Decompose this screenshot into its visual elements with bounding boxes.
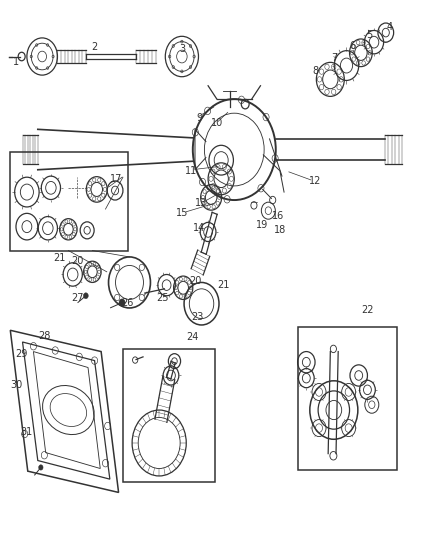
Text: 15: 15	[176, 208, 188, 219]
Text: 23: 23	[191, 312, 203, 322]
Text: 24: 24	[187, 332, 199, 342]
Text: 29: 29	[15, 349, 28, 359]
Circle shape	[119, 299, 125, 306]
Text: 31: 31	[21, 427, 33, 438]
Bar	[11, 152, 128, 251]
Text: 16: 16	[272, 211, 284, 221]
Text: 12: 12	[309, 176, 321, 187]
Text: 3: 3	[179, 44, 185, 53]
Text: 18: 18	[274, 225, 286, 236]
Text: 8: 8	[312, 66, 318, 76]
Text: 20: 20	[189, 277, 201, 286]
Text: 26: 26	[121, 297, 134, 308]
Text: 7: 7	[332, 53, 338, 62]
Text: 22: 22	[361, 305, 374, 315]
Text: 21: 21	[217, 280, 230, 289]
Text: 11: 11	[184, 166, 197, 176]
Text: 28: 28	[38, 330, 50, 341]
Text: 25: 25	[156, 293, 169, 303]
Bar	[123, 349, 215, 482]
Text: 14: 14	[193, 223, 205, 233]
Text: 4: 4	[386, 22, 392, 33]
Text: 10: 10	[211, 118, 223, 128]
Text: 21: 21	[53, 253, 66, 263]
Circle shape	[83, 293, 88, 298]
Text: 30: 30	[10, 379, 22, 390]
Text: 9: 9	[196, 112, 202, 123]
Text: 2: 2	[92, 43, 98, 52]
Text: 27: 27	[71, 293, 83, 303]
Bar	[297, 327, 397, 470]
Text: 13: 13	[195, 198, 208, 208]
Text: 19: 19	[256, 220, 268, 230]
Text: 6: 6	[349, 41, 355, 51]
Text: 5: 5	[367, 30, 373, 41]
Circle shape	[39, 465, 43, 470]
Text: 20: 20	[71, 256, 83, 266]
Text: 1: 1	[13, 57, 19, 67]
Text: 17: 17	[110, 174, 123, 184]
